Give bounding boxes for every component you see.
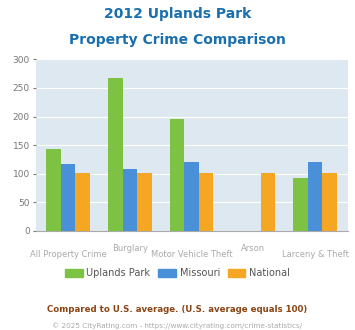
Bar [185,162,199,231]
Bar [261,173,275,231]
Text: Compared to U.S. average. (U.S. average equals 100): Compared to U.S. average. (U.S. average … [47,305,308,314]
Text: Property Crime Comparison: Property Crime Comparison [69,33,286,47]
Text: All Property Crime: All Property Crime [30,250,106,259]
Bar [170,119,185,231]
Text: Motor Vehicle Theft: Motor Vehicle Theft [151,250,233,259]
Bar [108,78,123,231]
Text: 2012 Uplands Park: 2012 Uplands Park [104,7,251,20]
Text: © 2025 CityRating.com - https://www.cityrating.com/crime-statistics/: © 2025 CityRating.com - https://www.city… [53,323,302,329]
Bar [61,163,76,231]
Bar [47,149,61,231]
Text: Burglary: Burglary [112,244,148,252]
Bar [199,173,213,231]
Bar [76,173,90,231]
Bar [123,169,137,231]
Bar [322,173,337,231]
Text: Arson: Arson [241,244,266,252]
Bar [308,162,322,231]
Text: Larceny & Theft: Larceny & Theft [282,250,349,259]
Bar [294,178,308,231]
Bar [137,173,152,231]
Legend: Uplands Park, Missouri, National: Uplands Park, Missouri, National [61,264,294,282]
